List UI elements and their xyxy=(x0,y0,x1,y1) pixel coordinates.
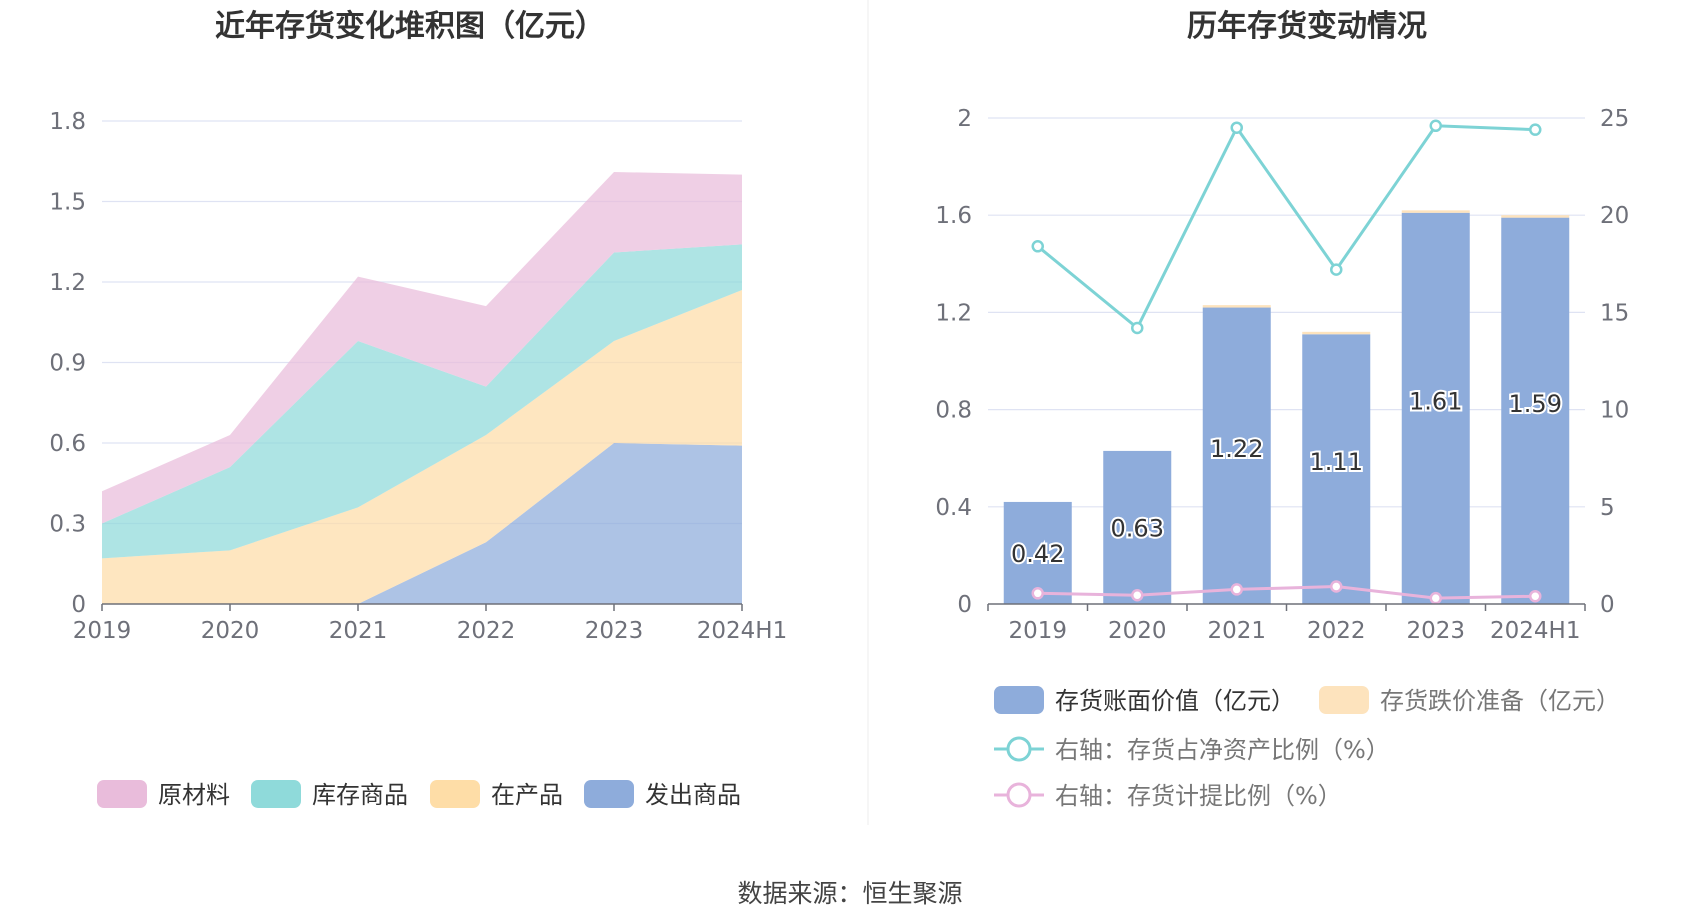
left-y-tick-label: 0 xyxy=(71,592,86,618)
right-y2-tick-label: 0 xyxy=(1600,592,1615,618)
line-point xyxy=(1031,240,1044,253)
right-y2-tick-label: 20 xyxy=(1600,203,1629,229)
right-x-tick-label: 2021 xyxy=(1207,618,1266,644)
right-x-tick-label: 2022 xyxy=(1307,618,1366,644)
legend-label-存货跌价准备（亿元）: 存货跌价准备（亿元） xyxy=(1380,687,1620,715)
legend-label-原材料: 原材料 xyxy=(158,781,230,809)
stacked-area-chart: 近年存货变化堆积图（亿元） 2019 2020 2021 2022 2023 2024H1… xyxy=(49,9,787,809)
line-point xyxy=(1131,589,1144,602)
bar-data-label: 1.11 xyxy=(1310,448,1363,476)
right-y-tick-label: 0.4 xyxy=(935,495,972,521)
line-point xyxy=(1031,587,1044,600)
left-y-tick-label: 1.5 xyxy=(49,190,86,216)
left-axes: 2019 2020 2021 2022 2023 2024H1 0 0.3 0.6 0.9 1.2 1… xyxy=(49,109,787,644)
area-库存商品 xyxy=(102,244,742,559)
line-point xyxy=(1529,589,1542,603)
line-point xyxy=(1330,263,1343,276)
area-在产品 xyxy=(102,290,742,604)
right-y2-tick-label: 25 xyxy=(1600,106,1629,132)
left-x-tick-label: 2021 xyxy=(329,618,388,644)
bar-reserve xyxy=(1401,210,1470,213)
legend-marker-右轴：存货占净资产比例（%） xyxy=(1006,736,1032,762)
legend-swatch-库存商品 xyxy=(251,780,301,808)
bar-data-label: 1.59 xyxy=(1509,390,1562,418)
left-chart-title: 近年存货变化堆积图（亿元） xyxy=(215,9,605,44)
right-x-tick-label: 2019 xyxy=(1008,618,1067,644)
right-y2-tick-label: 15 xyxy=(1600,300,1629,326)
right-axes: 2019 2020 2021 2022 2023 2024H100.40.81.21.62… xyxy=(935,106,1629,644)
area-原材料 xyxy=(102,171,742,524)
legend-label-在产品: 在产品 xyxy=(491,781,563,809)
line-point xyxy=(1230,583,1243,596)
left-y-tick-label: 1.2 xyxy=(49,270,86,296)
line-point xyxy=(1230,121,1243,134)
legend-swatch-存货跌价准备（亿元） xyxy=(1319,686,1369,714)
bar-reserve xyxy=(1501,215,1570,218)
legend-swatch-存货账面价值（亿元） xyxy=(994,686,1044,714)
legend-label-存货账面价值（亿元）: 存货账面价值（亿元） xyxy=(1055,687,1295,715)
legend-label-发出商品: 发出商品 xyxy=(645,781,741,809)
bar-inventory-value xyxy=(1302,334,1371,604)
bar-inventory-value xyxy=(1003,501,1072,604)
right-y2-tick-label: 10 xyxy=(1600,398,1629,424)
left-y-tick-label: 0.9 xyxy=(49,351,86,377)
bar-reserve xyxy=(1302,331,1371,335)
left-area-series xyxy=(102,171,742,604)
legend-label-右轴：存货计提比例（%）: 右轴：存货计提比例（%） xyxy=(1055,782,1342,810)
legend-label-库存商品: 库存商品 xyxy=(312,781,408,809)
bar-inventory-value xyxy=(1401,212,1470,604)
bar-data-label: 0.42 xyxy=(1011,540,1064,568)
right-y2-tick-label: 5 xyxy=(1600,495,1615,521)
right-y-tick-label: 2 xyxy=(957,106,972,132)
left-x-tick-label: 2020 xyxy=(201,618,260,644)
right-chart-title: 历年存货变动情况 xyxy=(1187,9,1427,44)
right-y-tick-label: 0.8 xyxy=(935,398,972,424)
right-y-tick-label: 1.2 xyxy=(935,300,972,326)
left-y-tick-label: 0.3 xyxy=(49,512,86,538)
line-右轴：存货计提比例（%） xyxy=(1037,585,1536,600)
right-legend: 存货账面价值（亿元） 存货跌价准备（亿元） 右轴：存货占净资产比例（%） 右轴：存货计… xyxy=(994,686,1620,810)
line-point xyxy=(1529,123,1542,136)
data-source-note: 数据来源：恒生聚源 xyxy=(737,879,962,908)
right-gridlines xyxy=(988,117,1585,508)
bar-data-label: 1.61 xyxy=(1409,387,1462,415)
bar-reserve xyxy=(1202,305,1271,308)
bar-inventory-value xyxy=(1501,217,1570,604)
left-legend: 原材料 库存商品 在产品 发出商品 xyxy=(97,780,741,809)
line-point xyxy=(1330,580,1343,593)
right-y-tick-label: 0 xyxy=(957,592,972,618)
line-point xyxy=(1429,591,1442,605)
bar-inventory-value xyxy=(1202,307,1271,604)
area-发出商品 xyxy=(102,443,742,604)
bar-data-label: 1.22 xyxy=(1210,435,1263,463)
left-y-tick-label: 0.6 xyxy=(49,431,86,457)
legend-swatch-在产品 xyxy=(430,780,480,808)
bar-inventory-value xyxy=(1103,450,1172,604)
right-bar-series: 0.42 0.63 1.22 1.11 1.61 1.59 xyxy=(1003,210,1570,604)
right-x-tick-label: 2024H1 xyxy=(1490,618,1580,644)
line-point xyxy=(1429,119,1442,133)
left-x-tick-label: 2022 xyxy=(457,618,516,644)
left-y-tick-label: 1.8 xyxy=(49,109,86,135)
right-line-series xyxy=(1031,119,1542,605)
legend-marker-右轴：存货计提比例（%） xyxy=(1006,782,1032,808)
line-右轴：存货占净资产比例（%） xyxy=(1036,124,1536,331)
right-x-tick-label: 2023 xyxy=(1406,618,1465,644)
line-point xyxy=(1131,321,1144,335)
left-x-tick-label: 2023 xyxy=(585,618,644,644)
left-x-tick-label: 2024H1 xyxy=(697,618,787,644)
left-x-tick-label: 2019 xyxy=(73,618,132,644)
bar-line-chart: 历年存货变动情况 0.420.631.22 1.111.61 1.59 2019 20… xyxy=(935,9,1629,810)
right-y-tick-label: 1.6 xyxy=(935,203,972,229)
legend-swatch-发出商品 xyxy=(584,780,634,808)
bar-data-label: 0.63 xyxy=(1111,514,1164,542)
right-x-tick-label: 2020 xyxy=(1108,618,1167,644)
legend-swatch-原材料 xyxy=(97,780,147,808)
legend-label-右轴：存货占净资产比例（%）: 右轴：存货占净资产比例（%） xyxy=(1055,736,1390,764)
